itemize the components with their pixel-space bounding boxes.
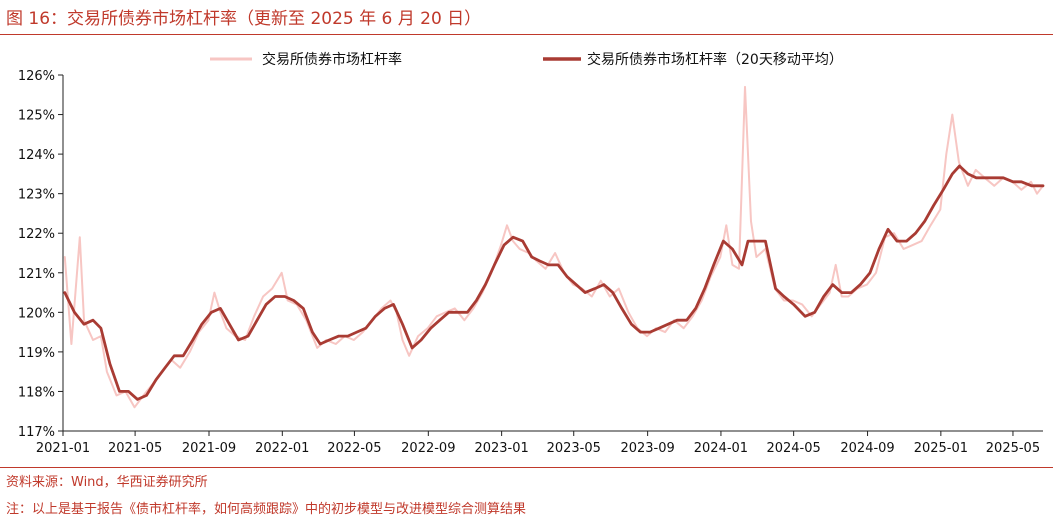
figure-title: 图 16：交易所债券市场杠杆率（更新至 2025 年 6 月 20 日） [6, 9, 482, 29]
x-tick-label: 2021-01 [36, 441, 90, 456]
x-tick-label: 2022-09 [401, 441, 455, 456]
y-tick-label: 120% [18, 306, 55, 321]
y-tick-label: 122% [18, 227, 55, 242]
y-tick-label: 124% [18, 148, 55, 163]
source-note: 资料来源：Wind，华西证券研究所 [6, 475, 208, 490]
line-chart: 117% 118% 119% 120% 121% 122% 123% 124% 125% 126%… [18, 51, 1045, 456]
y-tick-label: 117% [18, 425, 55, 440]
chart-legend: 交易所债券市场杠杆率 交易所债券市场杠杆率（20天移动平均） [210, 51, 843, 68]
x-tick-label: 2023-09 [620, 441, 674, 456]
series-line-ma20 [63, 164, 1045, 401]
x-tick-label: 2022-01 [255, 441, 309, 456]
x-tick-label: 2024-09 [840, 441, 894, 456]
legend-label: 交易所债券市场杠杆率 [262, 51, 402, 68]
footnote: 注：以上是基于报告《债市杠杆率，如何高频跟踪》中的初步模型与改进模型综合测算结果 [6, 502, 527, 517]
y-tick-label: 121% [18, 267, 55, 282]
y-tick-label: 118% [18, 385, 55, 400]
x-tick-label: 2024-01 [694, 441, 748, 456]
x-tick-label: 2024-05 [766, 441, 820, 456]
y-tick-label: 119% [18, 346, 55, 361]
title-rule [0, 34, 1053, 35]
legend-label: 交易所债券市场杠杆率（20天移动平均） [587, 51, 843, 68]
chart-axes: 117% 118% 119% 120% 121% 122% 123% 124% 125% 126%… [18, 69, 1043, 456]
footer-rule [0, 467, 1053, 468]
y-tick-label: 126% [18, 69, 55, 84]
x-tick-label: 2022-05 [327, 441, 381, 456]
y-tick-label: 125% [18, 109, 55, 124]
x-tick-label: 2025-01 [914, 441, 968, 456]
x-tick-label: 2023-05 [547, 441, 601, 456]
chart-series [63, 85, 1045, 409]
x-tick-label: 2023-01 [474, 441, 528, 456]
series-line-raw [63, 85, 1044, 409]
x-tick-label: 2021-05 [108, 441, 162, 456]
x-tick-label: 2025-05 [986, 441, 1040, 456]
y-tick-label: 123% [18, 188, 55, 203]
x-tick-label: 2021-09 [182, 441, 236, 456]
